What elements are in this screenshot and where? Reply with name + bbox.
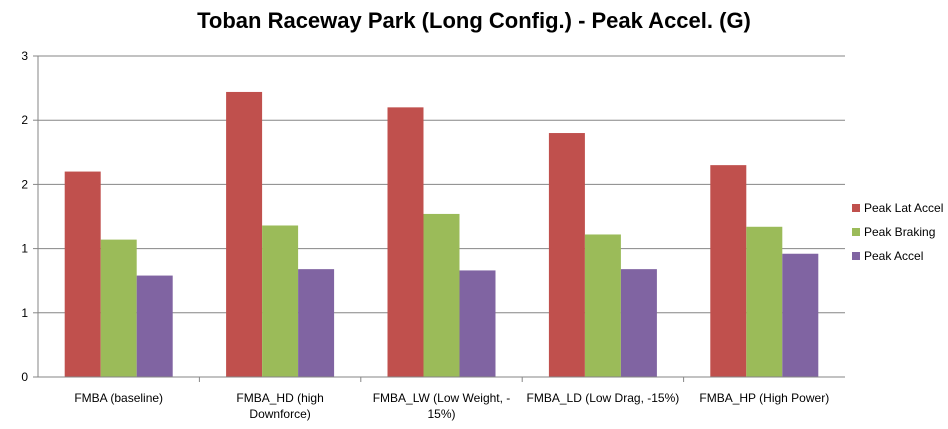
bar [459,270,496,377]
x-tick-label: Downforce) [249,407,310,421]
x-tick-label: FMBA_LD (Low Drag, -15%) [527,391,680,405]
legend-swatch [852,204,860,212]
axes [37,56,845,382]
bars [64,91,819,378]
legend-swatch [852,228,860,236]
bar [64,171,101,377]
x-tick-label: FMBA_LW (Low Weight, - [373,391,511,405]
bar [387,107,424,378]
bar [262,225,299,377]
y-tick-label: 2 [21,113,28,127]
x-tick-label: FMBA_HD (high [236,391,323,405]
bar [298,269,335,377]
x-axis-labels: FMBA (baseline) FMBA_HD (high Downforce) FM… [74,391,829,421]
legend: Peak Lat Accel Peak Braking Peak Accel [852,201,943,263]
bar [620,269,657,377]
x-tick-label: FMBA (baseline) [74,391,163,405]
x-tick-label: 15%) [427,407,455,421]
bar [100,239,137,377]
bar [584,234,621,377]
legend-label: Peak Braking [864,225,935,239]
bar [423,213,460,377]
bar [746,226,783,377]
y-axis-ticks: 0 1 1 2 2 3 [21,49,38,384]
x-tick-label: FMBA_HP (High Power) [699,391,829,405]
legend-swatch [852,252,860,260]
legend-label: Peak Lat Accel [864,201,943,215]
bar [710,165,747,377]
y-tick-label: 3 [21,49,28,63]
bar [548,133,585,377]
y-tick-label: 1 [21,306,28,320]
bar [226,91,263,378]
y-tick-label: 1 [21,242,28,256]
legend-label: Peak Accel [864,249,923,263]
bar [782,253,819,377]
chart-title: Toban Raceway Park (Long Config.) - Peak… [197,8,751,33]
y-tick-label: 0 [21,370,28,384]
y-tick-label: 2 [21,177,28,191]
bar [136,275,173,377]
